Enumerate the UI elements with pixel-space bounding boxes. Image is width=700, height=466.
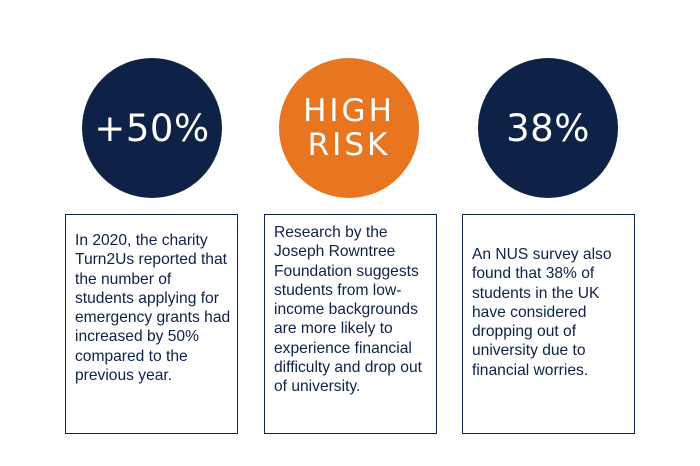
stat-description-risk: Research by the Joseph Rowntree Foundati… <box>274 224 422 396</box>
stat-description-dropout: An NUS survey also found that 38% of stu… <box>472 246 612 379</box>
stat-value-dropout: 38% <box>506 106 590 150</box>
stat-value-risk: HIGH RISK <box>303 93 395 163</box>
stat-description-grants: In 2020, the charity Turn2Us reported th… <box>75 232 231 385</box>
stat-circle-dropout: 38% <box>478 58 618 198</box>
stat-text-box-dropout: An NUS survey also found that 38% of stu… <box>462 214 635 434</box>
stat-text-box-risk: Research by the Joseph Rowntree Foundati… <box>264 214 437 434</box>
stat-value-grants: +50% <box>94 106 210 150</box>
stat-text-box-grants: In 2020, the charity Turn2Us reported th… <box>65 214 238 434</box>
stat-circle-risk: HIGH RISK <box>279 58 419 198</box>
stat-circle-grants: +50% <box>82 58 222 198</box>
